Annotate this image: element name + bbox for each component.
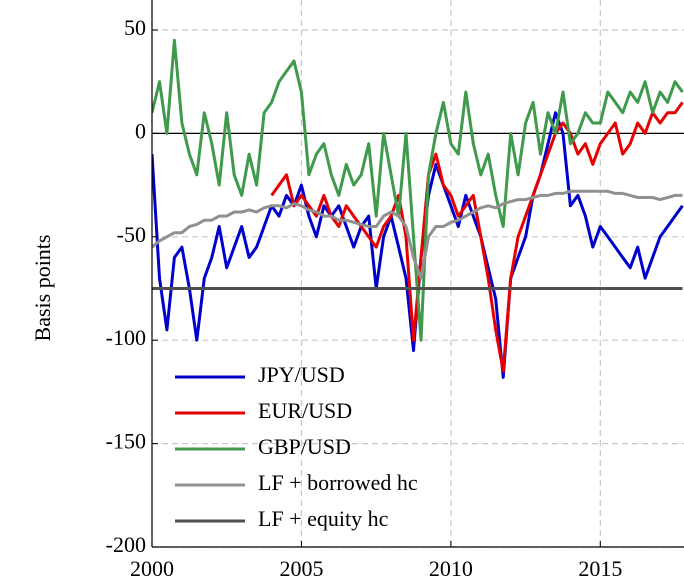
y-tick-label: -200 xyxy=(106,532,146,557)
series-line xyxy=(270,101,684,373)
legend-label: LF + equity hc xyxy=(258,506,389,531)
x-tick-label: 2000 xyxy=(130,556,174,581)
legend-label: EUR/USD xyxy=(258,398,352,423)
y-tick-label: 50 xyxy=(124,15,146,40)
plot-area xyxy=(152,38,684,379)
series-line xyxy=(152,189,683,280)
legend-label: LF + borrowed hc xyxy=(258,470,418,495)
x-tick-label: 2005 xyxy=(279,556,323,581)
y-tick-label: -50 xyxy=(117,222,146,247)
y-tick-label: -100 xyxy=(106,325,146,350)
legend-label: GBP/USD xyxy=(258,434,351,459)
axes: -200 -150 -100 -50 0 50 2000 2005 2010 2015 xyxy=(106,0,684,581)
y-tick-label: -150 xyxy=(106,429,146,454)
y-tick-label: 0 xyxy=(135,118,146,143)
legend: JPY/USD EUR/USD GBP/USD LF + borrowed hc LF … xyxy=(175,362,418,531)
y-axis-label: Basis points xyxy=(30,235,55,342)
x-tick-label: 2015 xyxy=(578,556,622,581)
x-tick-label: 2010 xyxy=(429,556,473,581)
legend-label: JPY/USD xyxy=(258,362,345,387)
